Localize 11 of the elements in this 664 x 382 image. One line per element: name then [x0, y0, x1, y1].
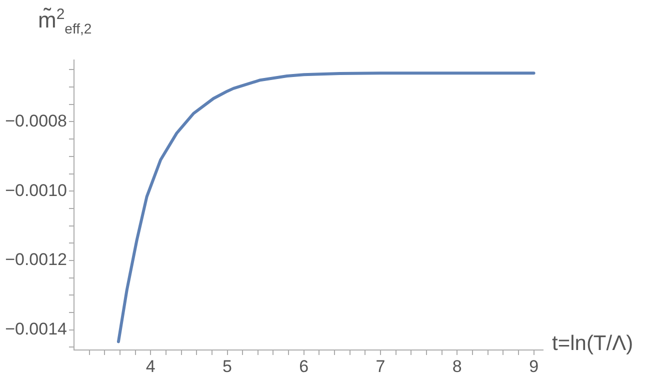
x-tick-label: 8	[452, 356, 462, 376]
y-tick-label: −0.0008	[5, 111, 67, 130]
x-tick-label: 9	[529, 356, 539, 376]
x-tick-label: 5	[222, 356, 232, 376]
x-tick-label: 4	[146, 356, 156, 376]
x-tick-label: 6	[299, 356, 309, 376]
x-tick-label: 7	[376, 356, 386, 376]
y-tick-label: −0.0010	[5, 180, 67, 200]
y-tick-label: −0.0014	[5, 320, 67, 339]
y-tick-label: −0.0012	[5, 250, 67, 270]
x-axis-title: t=ln(T/Λ)	[552, 332, 634, 355]
